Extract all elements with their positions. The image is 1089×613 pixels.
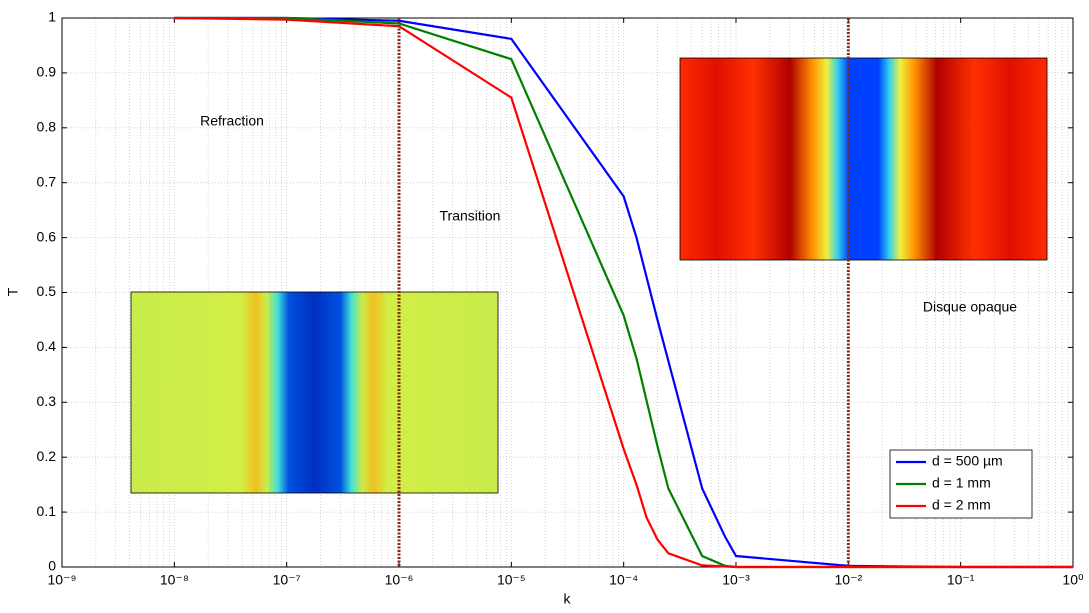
annotation: Transition bbox=[440, 208, 501, 224]
y-tick-label: 0 bbox=[48, 558, 56, 574]
y-tick-label: 0.8 bbox=[37, 119, 57, 135]
x-tick-label: 10⁻⁴ bbox=[609, 572, 638, 588]
annotation: Disque opaque bbox=[923, 299, 1017, 315]
y-tick-label: 0.2 bbox=[37, 448, 57, 464]
y-tick-label: 0.9 bbox=[37, 64, 57, 80]
x-tick-label: 10⁻³ bbox=[722, 572, 750, 588]
y-axis-label: T bbox=[5, 287, 21, 296]
y-tick-label: 0.4 bbox=[37, 338, 57, 354]
legend-label: d = 500 µm bbox=[932, 453, 1003, 469]
y-tick-label: 0.6 bbox=[37, 228, 57, 244]
series-line bbox=[174, 16, 1073, 569]
annotation: Refraction bbox=[200, 113, 264, 129]
x-tick-label: 10⁻⁷ bbox=[273, 572, 301, 588]
x-tick-label: 10⁻¹ bbox=[947, 572, 975, 588]
inset-image bbox=[679, 57, 1048, 261]
x-tick-label: 10⁻⁸ bbox=[160, 572, 189, 588]
x-tick-label: 10⁰ bbox=[1062, 572, 1084, 588]
x-axis-label: k bbox=[564, 591, 572, 607]
y-tick-label: 0.7 bbox=[37, 173, 57, 189]
y-tick-label: 0.1 bbox=[37, 503, 57, 519]
inset-image bbox=[130, 291, 499, 494]
y-tick-label: 0.3 bbox=[37, 393, 57, 409]
x-tick-label: 10⁻⁶ bbox=[385, 572, 414, 588]
x-tick-label: 10⁻² bbox=[835, 572, 863, 588]
x-tick-label: 10⁻⁹ bbox=[48, 572, 77, 588]
y-tick-label: 1 bbox=[48, 9, 56, 25]
y-tick-label: 0.5 bbox=[37, 283, 57, 299]
legend-label: d = 1 mm bbox=[932, 475, 991, 491]
legend-label: d = 2 mm bbox=[932, 497, 991, 513]
x-tick-label: 10⁻⁵ bbox=[497, 572, 526, 588]
